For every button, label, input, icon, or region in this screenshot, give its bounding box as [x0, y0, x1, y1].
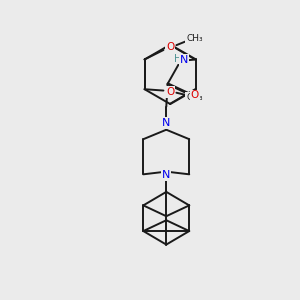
Text: N: N [162, 170, 170, 180]
Text: N: N [162, 118, 170, 128]
Text: H: H [174, 54, 182, 64]
Text: CH₃: CH₃ [186, 34, 203, 43]
Text: O: O [166, 42, 174, 52]
Text: CH₃: CH₃ [186, 92, 203, 101]
Text: O: O [190, 90, 199, 100]
Text: N: N [180, 55, 189, 65]
Text: O: O [166, 87, 174, 97]
